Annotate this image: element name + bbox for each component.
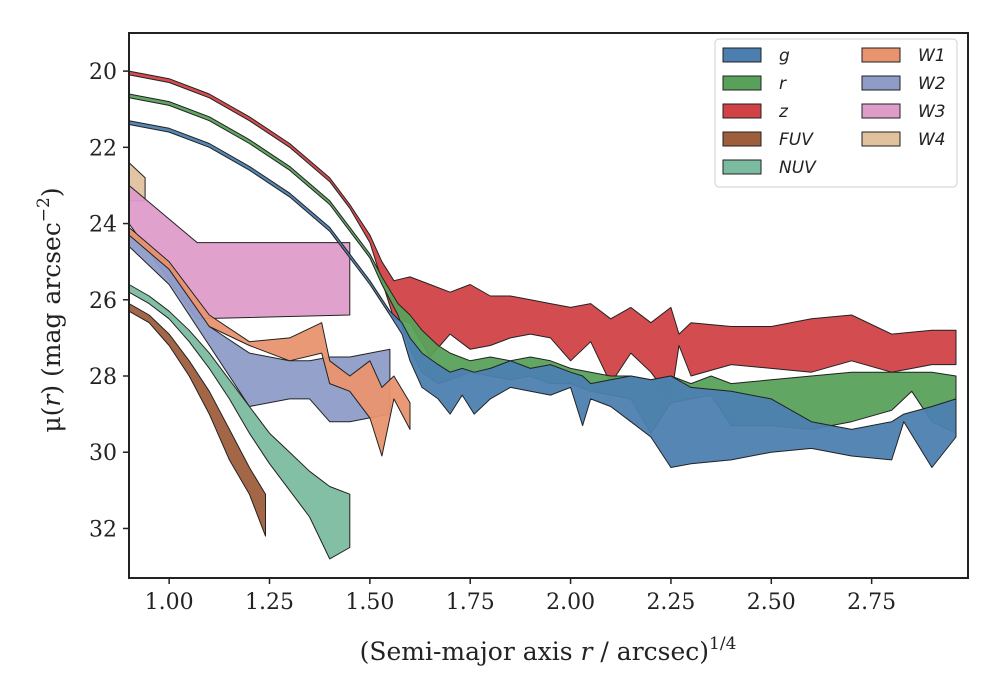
x-tick-label: 2.00 [546,590,595,615]
band-fuv [128,303,266,537]
legend-swatch-g [722,47,762,63]
legend: grz FUV NUV W1 W2 W3 W4 [714,38,958,188]
y-tick-label: 24 [89,213,117,238]
x-tick-label: 1.00 [145,590,194,615]
plot-frame [128,32,969,579]
legend-swatch-r [722,75,762,91]
x-axis-ticks: 1.00 1.25 1.50 1.75 2.00 2.25 2.50 2.75 [145,578,896,615]
legend-label-fuv: FUV [779,130,814,150]
legend-label-w1: W1 [918,46,946,66]
legend-label-w4: W4 [918,130,946,150]
legend-swatch-w3 [861,103,901,119]
y-tick-label: 26 [89,289,117,314]
x-tick-label: 1.75 [446,590,495,615]
legend-swatch-w4 [861,131,901,147]
x-tick-label: 1.50 [345,590,394,615]
legend-swatch-fuv [722,131,762,147]
legend-label-z: z [778,102,789,122]
y-tick-label: 32 [89,517,117,542]
legend-label-g: g [779,46,790,66]
x-tick-label: 1.25 [245,590,294,615]
legend-label-w3: W3 [918,102,946,122]
band-w1 [128,226,411,457]
band-nuv [128,284,351,560]
y-axis-label: μ(r) (mag arcsec−2) [34,187,66,432]
legend-label-nuv: NUV [779,158,817,178]
legend-label-r: r [779,74,787,94]
y-tick-label: 30 [89,441,117,466]
legend-swatch-nuv [722,159,762,175]
band-w3 [128,184,351,320]
y-tick-label: 22 [89,136,117,161]
x-tick-label: 2.50 [747,590,796,615]
y-axis-ticks: 20 22 24 26 28 30 32 [89,60,129,542]
legend-swatch-w1 [861,47,901,63]
data-bands [128,70,957,560]
legend-label-w2: W2 [918,74,946,94]
band-g [128,120,957,468]
legend-swatch-z [722,103,762,119]
y-tick-label: 28 [89,365,117,390]
legend-swatch-w2 [861,75,901,91]
y-tick-label: 20 [89,60,117,85]
x-axis-label: (Semi-major axis r / arcsec)1/4 [360,634,737,666]
x-tick-label: 2.25 [646,590,695,615]
x-tick-label: 2.75 [847,590,896,615]
